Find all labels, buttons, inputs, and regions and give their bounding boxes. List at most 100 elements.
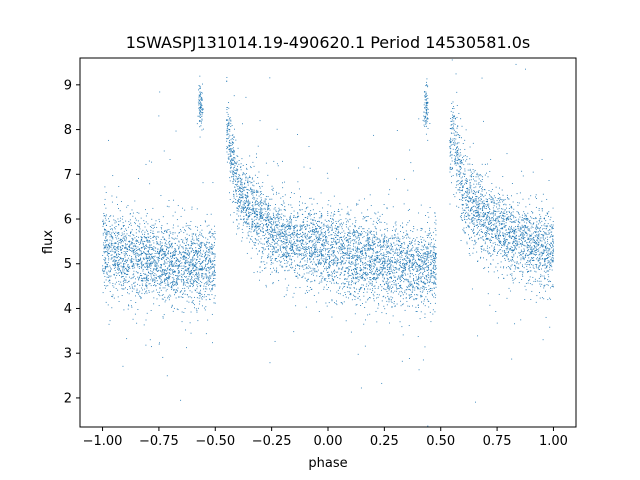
data-point (159, 241, 161, 243)
data-point (514, 243, 516, 244)
data-point (102, 234, 104, 236)
data-point (360, 265, 361, 266)
data-point (385, 249, 387, 251)
data-point (186, 278, 188, 280)
data-point (410, 296, 412, 298)
data-point (139, 223, 141, 225)
data-point (205, 250, 207, 252)
data-point (129, 259, 131, 261)
data-point (279, 264, 281, 266)
data-point (276, 261, 278, 263)
data-point (178, 241, 180, 243)
data-point (423, 252, 425, 254)
data-point (430, 243, 432, 245)
data-point (435, 229, 437, 231)
data-point (531, 290, 533, 292)
data-point (462, 185, 464, 187)
data-point (481, 179, 483, 180)
data-point (451, 128, 453, 130)
data-point (424, 346, 426, 348)
data-point (369, 272, 371, 273)
data-point (404, 263, 406, 265)
data-point (244, 183, 245, 185)
data-point (179, 244, 181, 246)
data-point (521, 236, 523, 238)
data-point (453, 120, 455, 122)
data-point (123, 266, 125, 268)
data-point (421, 241, 422, 243)
data-point (114, 252, 116, 254)
data-point (141, 231, 143, 233)
data-point (161, 269, 163, 271)
data-point (319, 263, 321, 264)
data-point (162, 248, 164, 250)
data-point (518, 252, 520, 254)
data-point (427, 262, 429, 263)
data-point (132, 274, 134, 276)
data-point (107, 266, 109, 268)
data-point (503, 266, 505, 268)
data-point (393, 275, 395, 277)
data-point (177, 235, 178, 237)
data-point (174, 275, 176, 277)
data-point (289, 256, 291, 258)
data-point (168, 250, 170, 252)
data-point (521, 264, 523, 266)
data-point (499, 221, 501, 223)
data-point (246, 167, 248, 169)
data-point (106, 266, 108, 268)
data-point (289, 218, 291, 220)
data-point (144, 226, 146, 228)
data-point (109, 282, 111, 284)
data-point (456, 150, 458, 151)
data-point (265, 286, 267, 288)
data-point (313, 244, 315, 246)
data-point (491, 217, 493, 219)
data-point (231, 135, 233, 136)
data-point (105, 192, 107, 193)
data-point (410, 255, 412, 257)
data-point (379, 221, 381, 223)
data-point (308, 214, 310, 216)
data-point (403, 232, 405, 234)
data-point (505, 204, 507, 206)
data-point (364, 249, 365, 251)
data-point (276, 223, 278, 225)
data-point (202, 268, 204, 270)
data-point (332, 238, 334, 239)
data-point (198, 271, 200, 273)
data-point (486, 216, 488, 218)
data-point (493, 229, 495, 231)
data-point (362, 253, 364, 255)
data-point (247, 177, 249, 179)
data-point (344, 252, 346, 254)
data-point (105, 262, 107, 263)
data-point (142, 285, 144, 287)
data-point (412, 264, 414, 266)
data-point (433, 264, 435, 266)
data-point (328, 255, 330, 257)
data-point (289, 222, 291, 224)
data-point (288, 228, 290, 230)
data-point (466, 219, 468, 221)
data-point (363, 323, 365, 325)
data-point (434, 277, 436, 279)
data-point (122, 241, 124, 243)
data-point (373, 298, 375, 300)
data-point (500, 243, 501, 244)
data-point (375, 227, 377, 229)
data-point (121, 260, 123, 262)
data-point (162, 216, 164, 218)
data-point (276, 269, 278, 271)
data-point (277, 244, 279, 246)
data-point (174, 271, 176, 273)
data-point (379, 271, 381, 273)
data-point (293, 250, 295, 252)
data-point (268, 224, 269, 226)
data-point (263, 219, 264, 221)
data-point (270, 273, 271, 275)
data-point (426, 282, 428, 284)
data-point (350, 263, 352, 265)
data-point (234, 128, 235, 130)
data-point (180, 253, 182, 255)
